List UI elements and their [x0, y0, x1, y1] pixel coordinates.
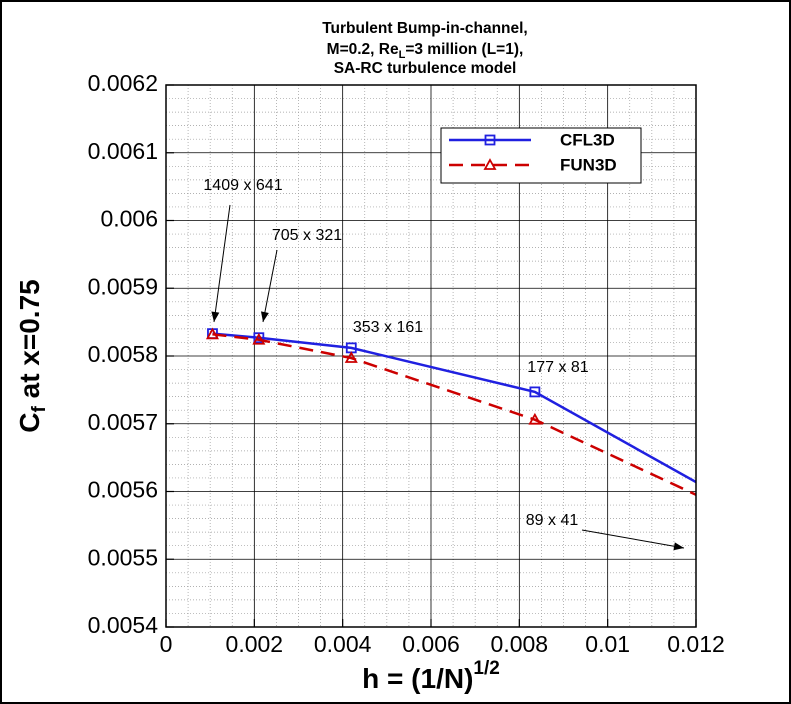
legend: CFL3D FUN3D — [440, 127, 642, 184]
title-line: M=0.2, ReL=3 million (L=1), — [327, 41, 524, 61]
title-part: M=0.2, Re — [327, 41, 399, 58]
title-part: =3 million (L=1), — [405, 41, 523, 58]
annotation-arrow — [211, 204, 231, 323]
x-tick-label: 0 — [160, 631, 173, 657]
y-tick-label: 0.0061 — [88, 138, 158, 164]
point — [252, 332, 266, 345]
plot-marks — [205, 327, 696, 497]
x-tick-label: 0.012 — [667, 631, 725, 657]
title-sub: L — [399, 49, 406, 61]
annotation-arrow — [581, 529, 685, 551]
y-tick-label: 0.0055 — [88, 544, 158, 570]
point — [344, 351, 358, 363]
title-line: SA-RC turbulence model — [334, 60, 517, 77]
annotation: 1409 x 641 — [203, 177, 282, 194]
point — [205, 327, 219, 340]
x-axis-label: h = (1/N)1/2 — [362, 658, 500, 694]
annotation: 89 x 41 — [526, 512, 579, 529]
annotation: 353 x 161 — [353, 319, 423, 336]
y-tick-label: 0.0054 — [88, 612, 159, 638]
series-line — [212, 332, 696, 484]
point — [529, 386, 541, 398]
annotations: 1409 x 641 705 x 321 353 x 161 177 x 81 … — [203, 177, 685, 551]
y-tick-label: 0.0062 — [88, 70, 158, 96]
y-tick-label: 0.0056 — [88, 477, 158, 503]
y-tick-label: 0.006 — [100, 206, 158, 232]
x-tick-label: 0.01 — [585, 631, 630, 657]
y-tick-label: 0.0058 — [88, 341, 158, 367]
y-axis-label: Cf at x=0.75 — [14, 279, 50, 432]
legend-marker — [484, 134, 496, 146]
y-tick-label: 0.0057 — [88, 409, 158, 435]
x-tick-label: 0.002 — [226, 631, 284, 657]
plot-border — [165, 84, 697, 628]
series-line — [212, 333, 696, 497]
label-sub: f — [29, 405, 50, 412]
label-part: C — [14, 412, 45, 432]
title-line: Turbulent Bump-in-channel, — [322, 20, 528, 37]
annotation: 177 x 81 — [527, 359, 588, 376]
x-tick-label: 0.006 — [402, 631, 460, 657]
legend-box — [440, 127, 642, 184]
label-part: h = (1/N) — [362, 663, 473, 694]
y-tick-label: 0.0059 — [88, 273, 158, 299]
legend-label: FUN3D — [560, 155, 617, 174]
label-sup: 1/2 — [473, 658, 499, 679]
x-tick-label: 0.004 — [314, 631, 372, 657]
legend-label: CFL3D — [560, 130, 615, 149]
legend-marker — [483, 158, 497, 170]
x-tick-label: 0.008 — [491, 631, 549, 657]
point — [528, 412, 542, 425]
annotation: 705 x 321 — [272, 227, 342, 244]
label-part: at x=0.75 — [14, 279, 45, 406]
annotation-arrow — [260, 249, 278, 323]
